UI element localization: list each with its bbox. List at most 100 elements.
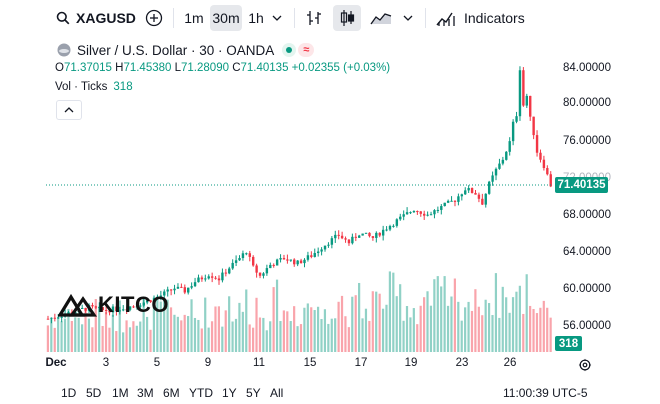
- collapse-legend-button[interactable]: [56, 100, 82, 120]
- range-all-button[interactable]: All: [270, 386, 284, 400]
- volume-bar: [542, 300, 545, 352]
- time-tick: 17: [354, 357, 368, 369]
- interval-1h-button[interactable]: 1h: [248, 10, 264, 26]
- gear-icon: [578, 358, 592, 372]
- candle-body: [310, 255, 313, 257]
- volume-bar: [269, 321, 272, 352]
- candle-body: [159, 295, 163, 297]
- symbol-logo-icon: [57, 43, 71, 57]
- candle-body: [255, 265, 258, 273]
- candle-body: [269, 264, 272, 269]
- candle-body: [481, 198, 484, 205]
- volume-bar: [241, 311, 244, 352]
- chevron-down-icon: [272, 15, 282, 21]
- candle-body: [320, 249, 323, 252]
- candle-body: [166, 289, 169, 292]
- low-value: 71.28090: [181, 62, 229, 74]
- bar-chart-type-button[interactable]: [301, 5, 327, 31]
- area-chart-type-button[interactable]: [367, 5, 395, 31]
- volume-bar: [149, 329, 152, 352]
- volume-bar: [470, 310, 474, 352]
- candle-body: [286, 259, 289, 261]
- volume-bar: [546, 307, 549, 352]
- market-open-badge[interactable]: [282, 43, 297, 57]
- current-volume-label: 318: [555, 336, 582, 351]
- change-value: +0.02355 (+0.03%): [291, 62, 391, 74]
- kitco-logo-icon: [58, 293, 98, 317]
- interval-dropdown-button[interactable]: [268, 5, 286, 31]
- volume-legend: Vol · Ticks 318: [55, 81, 133, 93]
- candle-body: [60, 316, 63, 318]
- open-label: O: [55, 62, 64, 74]
- candle-body: [385, 229, 388, 231]
- candle-body: [193, 282, 197, 287]
- range-1y-button[interactable]: 1Y: [222, 386, 237, 400]
- volume-bar: [238, 302, 241, 352]
- volume-bar: [354, 295, 357, 352]
- candle-body: [313, 253, 316, 257]
- candles-chart-type-button[interactable]: [333, 5, 361, 31]
- plus-circle-icon: [145, 9, 163, 27]
- candle-body: [334, 234, 337, 239]
- volume-bar: [477, 306, 480, 352]
- session-clock[interactable]: 11:00:39 UTC-5: [503, 386, 588, 400]
- price-tick: 84.00000: [563, 62, 611, 74]
- interval-30m-button[interactable]: 30m: [210, 5, 242, 31]
- range-6m-button[interactable]: 6M: [163, 386, 180, 400]
- range-ytd-button[interactable]: YTD: [189, 386, 213, 400]
- candle-body: [94, 306, 98, 308]
- current-price-label: 71.40135: [555, 177, 608, 193]
- candle-body: [91, 305, 94, 307]
- volume-bar: [104, 311, 108, 352]
- range-5d-button[interactable]: 5D: [86, 386, 102, 400]
- interval-1m-button[interactable]: 1m: [184, 10, 204, 26]
- volume-bar: [388, 271, 391, 352]
- volume-bar: [152, 301, 156, 352]
- time-tick: 3: [102, 357, 110, 369]
- candle-body: [108, 310, 111, 313]
- compare-symbol-button[interactable]: [141, 5, 167, 31]
- candle-body: [546, 168, 549, 175]
- volume-bar: [286, 311, 289, 352]
- volume-bar: [98, 306, 101, 352]
- status-dot-icon: [286, 47, 293, 53]
- range-1m-button[interactable]: 1M: [112, 386, 129, 400]
- volume-bar: [77, 317, 80, 352]
- delayed-data-icon[interactable]: ≈: [298, 43, 315, 57]
- volume-bar: [409, 317, 412, 352]
- low-label: L: [174, 62, 182, 74]
- volume-bar: [67, 309, 70, 352]
- candle-body: [142, 302, 145, 306]
- symbol-search-button[interactable]: XAGUSD: [52, 5, 136, 31]
- candle-body: [388, 226, 392, 230]
- volume-bar: [337, 301, 340, 352]
- candle-body: [474, 192, 477, 195]
- indicators-button[interactable]: Indicators: [432, 5, 526, 31]
- volume-bar: [190, 299, 193, 352]
- bars-icon: [307, 11, 321, 25]
- ohlc-values: O71.37015 H71.45380 L71.28090 C71.40135 …: [55, 62, 390, 74]
- volume-bar: [231, 321, 234, 352]
- range-1d-button[interactable]: 1D: [61, 386, 77, 400]
- range-5y-button[interactable]: 5Y: [246, 386, 261, 400]
- range-3m-button[interactable]: 3M: [137, 386, 154, 400]
- chart-type-dropdown-button[interactable]: [399, 5, 417, 31]
- volume-bar: [255, 297, 258, 352]
- candle-body: [169, 289, 173, 291]
- candle-body: [279, 258, 282, 260]
- candle-body: [429, 214, 433, 216]
- volume-bar: [525, 274, 528, 352]
- candle-body: [358, 235, 361, 238]
- time-tick: 15: [303, 357, 317, 369]
- candle-body: [98, 307, 101, 309]
- volume-bar: [395, 296, 398, 352]
- candle-body: [187, 287, 190, 293]
- candle-body: [316, 251, 320, 254]
- axis-settings-button[interactable]: [576, 356, 594, 374]
- volume-bar: [405, 306, 409, 352]
- candle-body: [217, 278, 221, 281]
- candle-body: [275, 259, 279, 266]
- candle-body: [118, 310, 122, 312]
- candle-body: [450, 200, 453, 202]
